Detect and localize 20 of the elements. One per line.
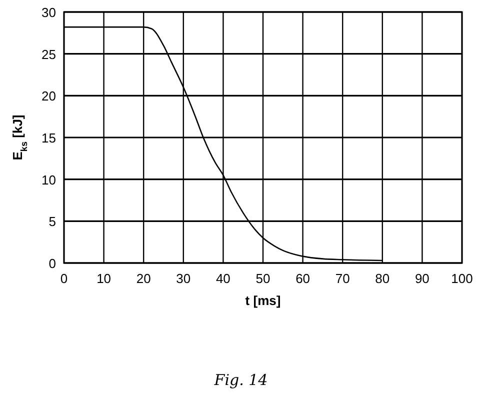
caption: Fig. 14 [213,371,268,389]
x-tick-label: 80 [375,271,390,286]
y-tick-label: 15 [42,130,56,146]
x-tick-label: 10 [96,271,112,286]
x-tick-label: 100 [451,271,473,286]
x-tick-label: 90 [414,271,430,286]
y-tick-label: 10 [42,172,56,188]
x-tick-label: 40 [216,271,230,286]
y-tick-label: 0 [48,256,56,271]
x-tick-label: 50 [256,271,270,286]
y-tick-label: 20 [42,88,56,104]
x-axis-title: t [ms] [245,293,281,308]
x-tick-label: 0 [60,271,68,286]
y-tick-label: 5 [48,214,56,230]
y-tick-label: 25 [42,46,56,62]
x-tick-label: 60 [296,271,310,286]
y-tick-label: 30 [42,5,56,20]
x-tick-label: 30 [176,271,191,286]
x-tick-label: 70 [335,271,350,286]
x-tick-label: 20 [136,271,151,286]
